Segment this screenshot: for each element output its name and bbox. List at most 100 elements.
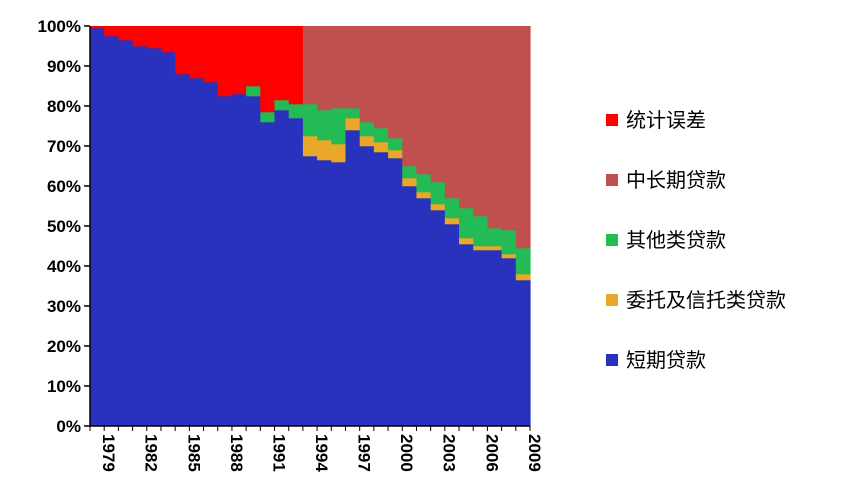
bar-short-1993 [288, 118, 304, 427]
bar-short-1979 [90, 28, 105, 427]
bar-short-2005 [459, 244, 474, 427]
legend-swatch-short [606, 354, 618, 366]
bar-longmid-2004 [444, 26, 460, 199]
y-axis-ticks: 0% 10% 20% 30% 40% 50% 60% 70% 80% 90% 100% [38, 17, 90, 436]
bar-short-2008 [501, 258, 517, 427]
bar-longmid-1995 [317, 26, 332, 111]
bar-error-1985 [175, 26, 190, 75]
bar-error-1990 [246, 26, 261, 87]
bar-trust-1998 [359, 136, 375, 147]
x-tick-label: 1982 [142, 434, 161, 472]
bar-short-1987 [203, 82, 219, 427]
x-tick-label: 1979 [99, 434, 118, 472]
bar-error-1988 [217, 26, 233, 97]
bar-error-1986 [189, 26, 205, 79]
bar-trust-2006 [473, 246, 489, 251]
bar-trust-1999 [373, 142, 389, 153]
plot-area [90, 26, 531, 427]
bar-short-1998 [359, 146, 375, 427]
bar-other-2007 [487, 228, 503, 247]
bar-longmid-1999 [373, 26, 389, 129]
bar-longmid-2001 [402, 26, 418, 167]
x-tick-label: 2009 [525, 434, 544, 472]
bar-other-1995 [317, 110, 332, 141]
bar-short-2002 [416, 198, 432, 427]
bar-short-1994 [302, 156, 318, 427]
bar-trust-1994 [302, 136, 318, 157]
y-tick-label: 90% [47, 57, 81, 76]
bar-other-1997 [345, 108, 361, 119]
bar-trust-2001 [402, 178, 418, 187]
bar-short-1983 [146, 48, 162, 427]
y-tick-label: 30% [47, 297, 81, 316]
bar-other-2009 [515, 248, 531, 275]
bar-error-1993 [288, 26, 304, 105]
bar-short-1980 [104, 36, 119, 427]
bar-short-2001 [402, 186, 418, 427]
bar-other-2005 [459, 208, 474, 239]
bar-trust-2002 [416, 192, 432, 199]
legend-swatch-other [606, 234, 618, 246]
bar-short-1995 [317, 160, 332, 427]
bar-error-1980 [104, 26, 119, 37]
bar-other-2006 [473, 216, 489, 247]
bar-short-2004 [444, 224, 460, 427]
bar-short-2000 [388, 158, 403, 427]
bar-error-1984 [160, 26, 176, 53]
bar-trust-2005 [459, 238, 474, 245]
y-tick-label: 70% [47, 137, 81, 156]
bar-longmid-2002 [416, 26, 432, 175]
bar-other-1993 [288, 104, 304, 119]
bar-longmid-2003 [430, 26, 446, 183]
bar-error-1989 [231, 26, 247, 95]
bar-other-1992 [274, 100, 290, 111]
x-tick-label: 1997 [355, 434, 374, 472]
bar-other-2008 [501, 230, 517, 255]
bar-error-1982 [132, 26, 148, 47]
bar-short-2006 [473, 250, 489, 427]
bar-longmid-1998 [359, 26, 375, 123]
bar-short-1981 [118, 40, 134, 427]
bar-error-1987 [203, 26, 219, 83]
bar-other-2001 [402, 166, 418, 179]
x-tick-label: 1991 [269, 434, 288, 472]
legend-label-trust: 委托及信托类贷款 [626, 288, 786, 312]
bar-other-2000 [388, 138, 403, 151]
y-tick-label: 50% [47, 217, 81, 236]
y-tick-label: 100% [38, 17, 81, 36]
x-tick-label: 1985 [184, 434, 203, 472]
bar-short-1988 [217, 96, 233, 427]
x-tick-label: 2000 [397, 434, 416, 472]
bar-longmid-2007 [487, 26, 503, 229]
y-tick-label: 80% [47, 97, 81, 116]
bar-short-1986 [189, 78, 205, 427]
bar-short-1991 [260, 122, 276, 427]
legend-label-error: 统计误差 [626, 108, 706, 132]
bar-longmid-2008 [501, 26, 517, 231]
bar-short-1997 [345, 130, 361, 427]
bar-trust-2007 [487, 246, 503, 251]
bar-short-1982 [132, 46, 148, 427]
bar-trust-2009 [515, 274, 531, 281]
bar-short-1992 [274, 110, 290, 427]
bar-other-1991 [260, 112, 276, 123]
bar-error-1992 [274, 26, 290, 101]
bar-longmid-1997 [345, 26, 361, 109]
bar-short-1985 [175, 74, 190, 427]
bar-error-1979 [90, 26, 105, 29]
legend-label-short: 短期贷款 [626, 348, 706, 372]
y-tick-label: 40% [47, 257, 81, 276]
bar-error-1981 [118, 26, 134, 41]
y-tick-label: 20% [47, 337, 81, 356]
bar-error-1983 [146, 26, 162, 49]
bar-short-1999 [373, 152, 389, 427]
bar-other-2003 [430, 182, 446, 205]
legend-label-longmid: 中长期贷款 [626, 168, 726, 192]
legend-swatch-trust [606, 294, 618, 306]
bar-other-1994 [302, 104, 318, 137]
x-tick-label: 1994 [312, 434, 331, 472]
bar-longmid-1994 [302, 26, 318, 105]
bar-error-1991 [260, 26, 276, 113]
bar-other-1998 [359, 122, 375, 137]
